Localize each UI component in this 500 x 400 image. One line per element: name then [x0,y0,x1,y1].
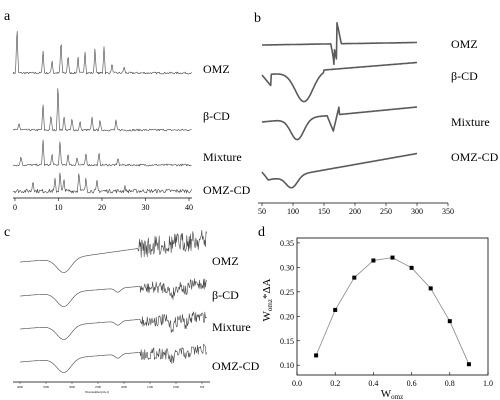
panel-b-x-tick-label: 100 [287,207,299,216]
panel-c-x-tick-label: 1000 [173,385,180,389]
panel-c-x-tick-label: 4000 [17,385,24,389]
panel-c-trace-mixture [20,311,207,340]
panel-c-x-tick-label: 2500 [95,385,102,389]
panel-b-trace-omz [261,22,418,66]
panel-d-x-tick-label: 0.8 [445,379,455,388]
panel-c-traces [20,229,207,373]
panel-a-x-tick-label: 30 [142,203,150,212]
panel-d-points [314,255,471,367]
panel-c-label-omzcd: OMZ-CD [212,359,260,373]
panel-d-plot-frame [296,237,489,376]
panel-d-x-label: Womz [381,388,403,400]
panel-c-x-tick-label: 500 [200,385,205,389]
panel-d-data-point [447,319,452,324]
panel-d-y-tick-label: 0.20 [280,312,294,321]
panel-c-x-tick-label: 3000 [69,385,76,389]
panel-d-x-tick-label: 0.0 [292,379,302,388]
panel-b-label-omzcd: OMZ-CD [451,150,499,164]
panel-a-trace-bcd [12,88,192,132]
panel-c-x-ticks: 4000 3500 3000 2500 2000 1500 1000 500 [17,382,205,389]
panel-b-label-omz: OMZ [451,37,478,51]
panel-d-data-point [371,258,376,263]
panel-d-y-tick-label: 0.35 [280,239,294,248]
panel-d-y-tick-label: 0.15 [280,337,294,346]
panel-d-data-point [352,275,357,280]
panel-b-letter: b [254,11,261,26]
panel-d-x-tick-label: 0.4 [368,379,378,388]
panel-b-x-ticks: 50 100 150 200 250 300 350 [258,203,454,216]
panel-b-x-tick-label: 300 [411,207,423,216]
panel-c-label-bcd: β-CD [212,288,239,302]
panel-a-label-bcd: β-CD [203,109,230,123]
panel-a-x-tick-label: 10 [55,203,63,212]
panel-d-data-point [314,353,319,358]
panel-b-label-bcd: β-CD [451,69,478,83]
panel-d-y-tick-label: 0.30 [280,263,294,272]
panel-c-x-tick-label: 2000 [121,385,128,389]
panel-a-x-tick-label: 40 [185,203,193,212]
panel-c-trace-bcd [20,278,207,307]
panel-c-label-omz: OMZ [212,254,239,268]
panel-b-traces [261,22,418,189]
panel-d-data-point [333,307,338,312]
panel-a-traces [12,31,192,194]
panel-a-x-tick-label: 20 [98,203,106,212]
panel-b-trace-mixture [261,106,418,141]
panel-d-data-point [390,255,395,260]
panel-d-data-point [409,265,414,270]
panel-d-y-tick-label: 0.10 [280,361,294,370]
panel-d: d 0.0 0.2 0.4 0.6 0.8 1.0 0.10 0.15 0.20 0.25 0.30… [258,225,493,400]
panel-d-y-label: Womz*ΔA [261,278,274,321]
panel-b-x-tick-label: 350 [442,207,454,216]
panel-b-label-mixture: Mixture [451,115,490,129]
panel-b-x-tick-label: 250 [380,207,392,216]
panel-a-x-ticks: 0 10 20 30 40 [13,198,193,212]
panel-d-y-tick-label: 0.25 [280,288,294,297]
panel-c-trace-omzcd [20,343,207,373]
panel-b-trace-bcd [261,61,418,103]
panel-d-data-point [466,362,471,367]
panel-b: b 50 100 150 200 250 300 350 OMZ β-CD Mixture … [254,11,499,216]
panel-d-x-tick-label: 1.0 [483,379,493,388]
panel-c-trace-omz [20,229,207,273]
panel-a-letter: a [4,9,11,24]
panel-a-label-omz: OMZ [203,62,230,76]
panel-c: c 4000 3500 3000 2500 2000 1500 1000 500 Wavenu… [4,225,260,394]
panel-b-x-tick-label: 150 [318,207,330,216]
panel-c-letter: c [4,225,10,240]
panel-a-label-omzcd: OMZ-CD [203,183,251,197]
panel-d-x-tick-label: 0.2 [330,379,340,388]
panel-b-trace-omzcd [261,152,418,189]
panel-d-line [315,257,470,365]
panel-d-ticks: 0.0 0.2 0.4 0.6 0.8 1.0 0.10 0.15 0.20 0.25 0.30 0.… [280,239,493,388]
panel-c-label-mixture: Mixture [212,320,251,334]
panel-b-x-tick-label: 50 [258,207,266,216]
panel-a-trace-omz [12,31,192,75]
panel-a-x-tick-label: 0 [13,203,17,212]
panel-a-trace-omzcd [12,172,192,194]
panel-d-data-point [428,286,433,291]
panel-a-trace-mixture [12,139,192,167]
panel-c-x-label: Wavenumber(cm-1) [85,390,109,394]
panel-c-x-tick-label: 3500 [43,385,50,389]
panel-d-x-tick-label: 0.6 [407,379,417,388]
panel-b-x-tick-label: 200 [349,207,361,216]
panel-a: a 0 10 20 30 40 OMZ β-CD Mixture OMZ-CD [4,9,251,212]
panel-a-label-mixture: Mixture [203,150,242,164]
panel-c-x-tick-label: 1500 [147,385,154,389]
panel-d-letter: d [258,225,265,240]
